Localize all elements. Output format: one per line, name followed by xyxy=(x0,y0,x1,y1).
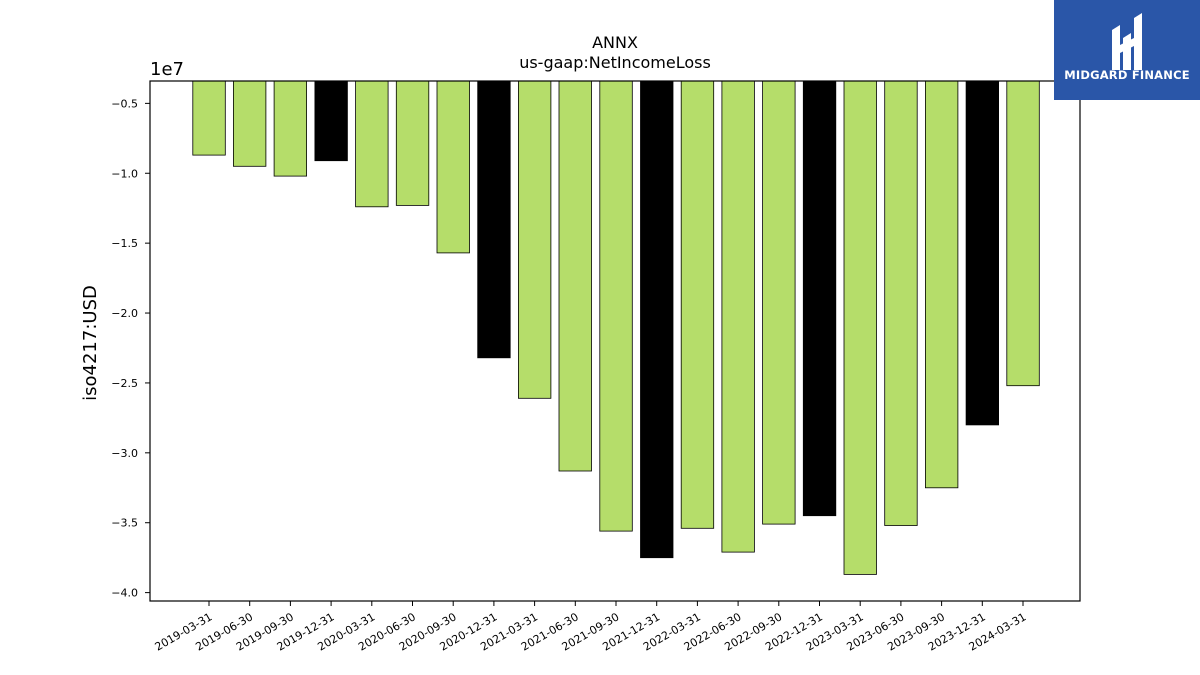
bar xyxy=(477,80,511,359)
y-tick-label: −4.0 xyxy=(111,587,138,600)
bar xyxy=(640,80,674,559)
y-tick-label: −0.5 xyxy=(111,97,138,110)
bar xyxy=(680,80,715,529)
bar xyxy=(884,80,918,526)
bar xyxy=(273,80,308,177)
chart-title: ANNX xyxy=(592,33,638,52)
y-axis-ticks: −0.5 −1.0 −1.5 −2.0 −2.5 −3.0 −3.5 −4.0 xyxy=(111,97,150,600)
bar xyxy=(518,80,552,399)
bar xyxy=(843,80,877,575)
y-axis-label: iso4217:USD xyxy=(80,285,101,401)
y-tick-label: −2.0 xyxy=(111,307,138,320)
x-axis-ticks: 2019-03-312019-06-302019-09-302019-12-31… xyxy=(153,601,1029,654)
bar xyxy=(355,80,389,208)
bar xyxy=(395,80,430,206)
bar xyxy=(802,80,837,517)
y-tick-label: −1.0 xyxy=(111,167,138,180)
y-offset-label: 1e7 xyxy=(150,59,184,80)
brand-name: MIDGARD FINANCE xyxy=(1064,68,1190,82)
bar xyxy=(721,80,755,553)
plot-frame xyxy=(149,80,1081,602)
bar-group xyxy=(192,80,1040,575)
brand-logo: MIDGARD FINANCE xyxy=(1054,0,1200,100)
bar xyxy=(762,80,796,525)
y-tick-label: −1.5 xyxy=(111,237,138,250)
bar xyxy=(599,80,633,532)
bar xyxy=(314,80,348,162)
bar xyxy=(925,80,959,489)
bar xyxy=(1006,80,1040,387)
midgard-logo-icon xyxy=(1054,0,1200,100)
bar xyxy=(232,80,267,167)
bar xyxy=(558,80,592,472)
bar xyxy=(436,80,470,254)
y-tick-label: −3.0 xyxy=(111,447,138,460)
y-tick-label: −2.5 xyxy=(111,377,138,390)
bar xyxy=(965,80,999,426)
y-tick-label: −3.5 xyxy=(111,517,138,530)
chart-subtitle: us-gaap:NetIncomeLoss xyxy=(519,53,711,72)
bar xyxy=(192,80,226,156)
